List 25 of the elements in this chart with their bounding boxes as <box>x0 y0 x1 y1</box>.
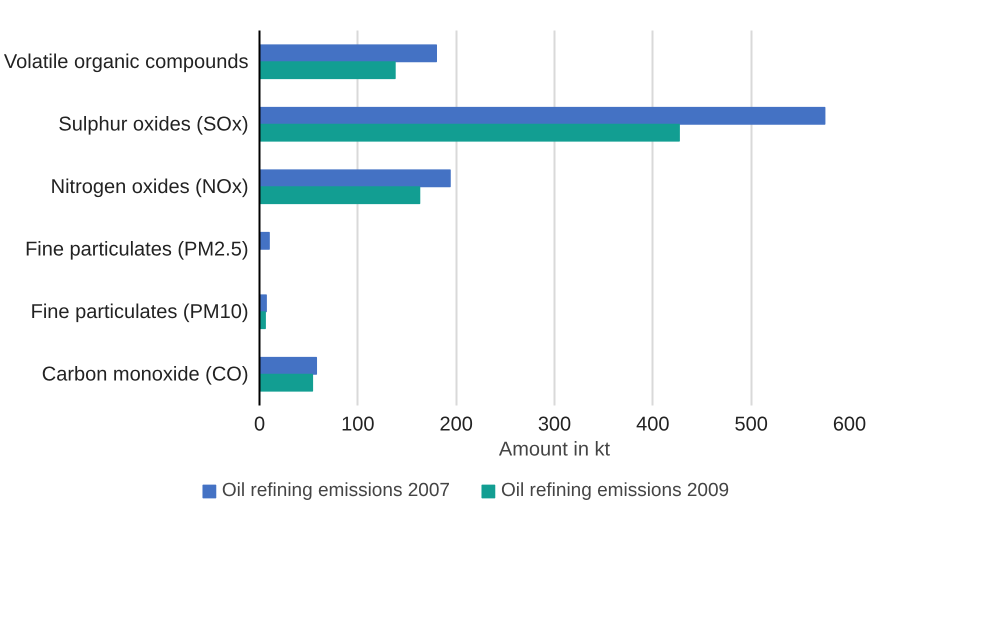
y-tick-label: Nitrogen oxides (NOx) <box>50 176 248 198</box>
legend-label: Oil refining emissions 2007 <box>222 480 450 502</box>
legend-label: Oil refining emissions 2009 <box>501 480 730 502</box>
y-tick-label: Sulphur oxides (SOx) <box>58 113 248 136</box>
bar <box>260 232 270 250</box>
x-tick-label: 500 <box>734 414 768 436</box>
bar <box>260 374 314 392</box>
bar <box>260 106 826 125</box>
x-tick-label: 300 <box>538 414 572 436</box>
bar <box>260 169 451 188</box>
x-axis-title: Amount in kt <box>498 438 611 460</box>
bar <box>260 61 396 80</box>
y-tick-label: Fine particulates (PM10) <box>30 300 249 323</box>
x-tick-label: 400 <box>636 414 670 436</box>
x-tick-label: 600 <box>832 414 866 436</box>
x-tick-label: 0 <box>254 414 266 436</box>
y-tick-label: Carbon monoxide (CO) <box>42 363 248 386</box>
x-tick-label: 200 <box>439 414 473 436</box>
bar <box>260 44 437 62</box>
bar <box>260 356 318 375</box>
x-tick-label: 100 <box>341 414 375 436</box>
y-tick-label: Volatile organic compounds <box>4 50 249 73</box>
bar <box>260 186 420 204</box>
bar <box>260 124 680 142</box>
y-tick-label: Fine particulates (PM2.5) <box>25 238 249 260</box>
